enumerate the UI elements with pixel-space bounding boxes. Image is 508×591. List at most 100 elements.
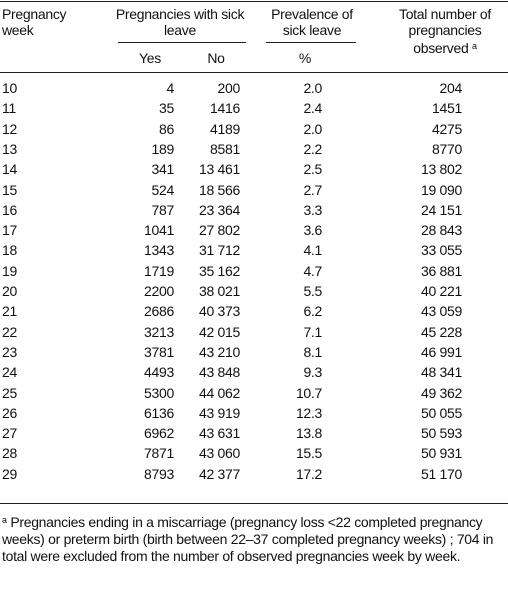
cell-yes: 524 — [151, 181, 175, 198]
cell-total: 8770 — [432, 140, 462, 157]
top-rule — [0, 1, 508, 2]
note-mark: a — [472, 41, 477, 51]
cell-week: 17 — [2, 222, 17, 239]
cell-total: 45 228 — [420, 323, 462, 340]
bottom-rule — [0, 503, 508, 504]
cell-prevalence: 6.2 — [303, 303, 322, 320]
cell-yes: 1343 — [144, 242, 174, 259]
cell-prevalence: 3.3 — [303, 201, 322, 218]
footnote: a Pregnancies ending in a miscarriage (p… — [2, 512, 502, 565]
header-prevalence: Prevalence of sick leave — [271, 6, 353, 38]
cell-week: 13 — [2, 140, 17, 157]
cell-week: 19 — [2, 262, 17, 279]
cell-yes: 5300 — [144, 384, 174, 401]
cell-no: 40 373 — [198, 303, 240, 320]
cell-no: 18 566 — [198, 181, 240, 198]
sub-rule — [118, 42, 246, 43]
cell-week: 25 — [2, 384, 17, 401]
cell-yes: 3213 — [144, 323, 174, 340]
cell-prevalence: 7.1 — [303, 323, 322, 340]
cell-prevalence: 2.0 — [303, 120, 322, 137]
cell-week: 20 — [2, 283, 17, 299]
cell-total: 50 931 — [420, 445, 462, 462]
cell-no: 42 377 — [198, 465, 240, 482]
cell-yes: 8793 — [144, 465, 174, 482]
cell-yes: 7871 — [144, 445, 174, 462]
cell-week: 24 — [2, 364, 17, 381]
cell-prevalence: 12.3 — [295, 404, 322, 421]
cell-total: 43 059 — [420, 303, 462, 320]
cell-prevalence: 10.7 — [295, 384, 322, 401]
cell-yes: 1041 — [144, 222, 174, 239]
footnote-text: Pregnancies ending in a miscarriage (pre… — [2, 514, 494, 564]
cell-week: 21 — [2, 303, 17, 320]
cell-week: 11 — [2, 100, 16, 117]
cell-yes: 6962 — [144, 425, 174, 442]
cell-no: 43 631 — [198, 425, 240, 442]
cell-prevalence: 8.1 — [303, 343, 322, 360]
cell-yes: 1719 — [144, 262, 174, 279]
header-total: Total number of pregnancies observed a — [388, 6, 502, 56]
cell-yes: 2200 — [144, 283, 174, 299]
cell-no: 43 060 — [198, 445, 240, 462]
cell-total: 19 090 — [420, 181, 462, 198]
header-yes: Yes — [139, 50, 161, 66]
cell-total: 24 151 — [420, 201, 462, 218]
cell-no: 43 848 — [198, 364, 240, 381]
cell-week: 16 — [2, 201, 17, 218]
cell-week: 27 — [2, 425, 17, 442]
cell-prevalence: 2.2 — [303, 140, 322, 157]
cell-prevalence: 13.8 — [295, 425, 322, 442]
cell-no: 31 712 — [198, 242, 240, 259]
cell-no: 13 461 — [198, 161, 240, 178]
cell-yes: 2686 — [144, 303, 174, 320]
cell-week: 28 — [2, 445, 17, 462]
cell-yes: 35 — [159, 100, 174, 117]
cell-total: 4275 — [432, 120, 462, 137]
cell-total: 50 593 — [420, 425, 462, 442]
cell-total: 1451 — [432, 100, 462, 117]
cell-prevalence: 17.2 — [295, 465, 322, 482]
cell-week: 10 — [2, 80, 17, 96]
cell-prevalence: 9.3 — [303, 364, 322, 381]
cell-yes: 6136 — [144, 404, 174, 421]
cell-prevalence: 3.6 — [303, 222, 322, 239]
cell-yes: 4 — [166, 80, 175, 96]
cell-prevalence: 4.1 — [303, 242, 322, 259]
cell-week: 26 — [2, 404, 17, 421]
cell-no: 23 364 — [198, 201, 240, 218]
cell-week: 29 — [2, 465, 17, 482]
header-sick-leave: Pregnancies with sick leave — [115, 6, 245, 38]
cell-no: 35 162 — [198, 262, 240, 279]
cell-no: 8581 — [210, 140, 240, 157]
cell-week: 14 — [2, 161, 17, 178]
cell-no: 43 210 — [198, 343, 240, 360]
cell-no: 27 802 — [198, 222, 240, 239]
cell-week: 22 — [2, 323, 17, 340]
cell-prevalence: 2.5 — [303, 161, 322, 178]
cell-prevalence: 2.0 — [303, 80, 322, 96]
cell-no: 38 021 — [198, 283, 240, 299]
cell-total: 46 991 — [420, 343, 462, 360]
cell-week: 12 — [2, 120, 17, 137]
cell-no: 1416 — [210, 100, 240, 117]
cell-total: 33 055 — [420, 242, 462, 259]
cell-yes: 4493 — [144, 364, 174, 381]
header-percent: % — [298, 50, 312, 66]
cell-prevalence: 5.5 — [303, 283, 322, 299]
header-week: Pregnancy week — [2, 6, 67, 38]
cell-prevalence: 15.5 — [295, 445, 322, 462]
cell-total: 48 341 — [420, 364, 462, 381]
cell-no: 200 — [217, 80, 241, 96]
cell-total: 36 881 — [420, 262, 462, 279]
cell-week: 23 — [2, 343, 17, 360]
header-no: No — [207, 50, 225, 66]
cell-total: 49 362 — [420, 384, 462, 401]
cell-prevalence: 2.4 — [303, 100, 322, 117]
cell-no: 43 919 — [198, 404, 240, 421]
cell-total: 204 — [439, 80, 463, 96]
cell-yes: 86 — [159, 120, 174, 137]
header-total-text: Total number of pregnancies observed — [399, 6, 491, 56]
cell-yes: 787 — [151, 201, 175, 218]
